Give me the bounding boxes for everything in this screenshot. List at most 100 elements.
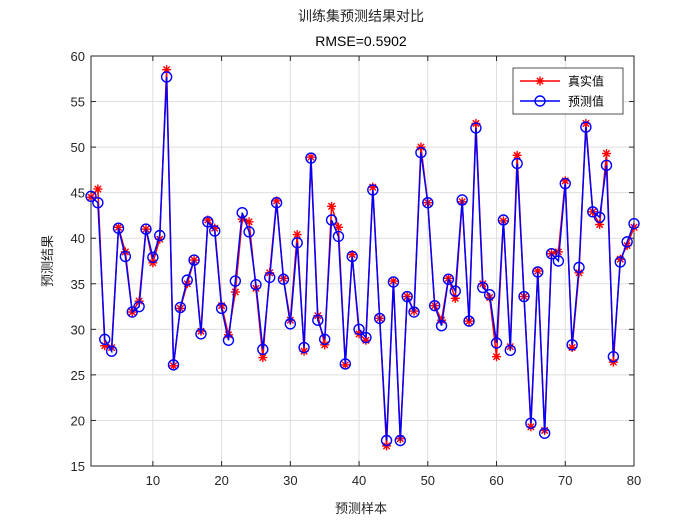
data-point: [387, 276, 400, 288]
data-point: [236, 207, 248, 219]
y-tick-label: 15: [71, 459, 85, 474]
x-tick-label: 50: [421, 473, 435, 488]
data-point: [428, 299, 441, 312]
data-point: [532, 266, 544, 278]
data-point: [346, 250, 358, 263]
legend-label: 真实值: [568, 74, 604, 89]
x-tick-label: 60: [489, 473, 503, 488]
data-point: [463, 315, 475, 327]
data-point: [511, 157, 523, 170]
data-point: [602, 148, 612, 158]
data-point: [160, 71, 173, 83]
legend-marker: [534, 95, 546, 107]
y-tick-label: 50: [71, 140, 85, 155]
data-point: [277, 273, 290, 285]
data-point: [292, 230, 302, 240]
axes-box: [90, 55, 635, 467]
data-point: [113, 222, 123, 232]
data-point: [243, 226, 255, 238]
legend-marker: [535, 76, 545, 86]
data-point: [614, 256, 626, 268]
data-point: [477, 281, 489, 294]
data-point: [566, 339, 578, 351]
data-point: [270, 196, 283, 209]
data-point: [449, 285, 461, 297]
data-point: [327, 201, 337, 211]
data-point: [93, 184, 103, 194]
y-tick-label: 55: [71, 95, 85, 110]
series-2: [85, 71, 640, 447]
data-point: [264, 271, 276, 284]
y-tick-label: 20: [71, 413, 85, 428]
data-point: [600, 159, 613, 172]
data-point: [92, 196, 104, 209]
data-point: [250, 278, 262, 291]
chart-subtitle: RMSE=0.5902: [315, 33, 407, 49]
data-point: [340, 360, 350, 370]
data-point: [291, 237, 303, 249]
data-point: [222, 334, 235, 346]
y-tick-label: 45: [71, 186, 85, 201]
y-tick-label: 30: [71, 322, 85, 337]
data-point: [298, 341, 310, 354]
data-point: [538, 427, 551, 439]
data-point: [305, 152, 317, 164]
y-tick-label: 60: [71, 49, 85, 64]
x-tick-label: 80: [627, 473, 641, 488]
data-point: [593, 211, 606, 223]
y-tick-label: 25: [71, 368, 85, 383]
data-point: [483, 289, 496, 301]
data-point: [174, 301, 187, 314]
data-point: [306, 152, 316, 162]
data-point: [133, 300, 145, 313]
data-point: [112, 222, 125, 234]
data-point: [504, 344, 516, 356]
data-point: [492, 352, 502, 362]
y-tick-label: 35: [71, 277, 85, 292]
data-point: [621, 236, 633, 248]
data-point: [401, 290, 413, 303]
data-point: [312, 314, 324, 326]
data-point: [518, 290, 530, 303]
x-tick-label: 70: [558, 473, 572, 488]
chart-title: 训练集预测结果对比: [298, 8, 424, 25]
x-tick-label: 40: [352, 473, 366, 488]
data-point: [209, 225, 221, 237]
y-axis-label: 预测结果: [41, 235, 56, 287]
x-axis-label: 预测样本: [335, 502, 387, 517]
legend-item: 预测值: [520, 94, 604, 109]
data-point: [607, 350, 620, 363]
data-point: [573, 261, 585, 274]
series-line: [90, 69, 635, 447]
data-point: [105, 345, 118, 357]
data-point: [167, 359, 180, 371]
data-point: [470, 122, 482, 134]
data-point: [154, 229, 166, 242]
data-point: [490, 337, 503, 349]
data-point: [380, 434, 393, 447]
series-layer: [85, 65, 640, 451]
data-point: [360, 331, 372, 344]
data-point: [318, 333, 331, 346]
data-point: [628, 217, 640, 230]
data-point: [442, 273, 455, 285]
data-point: [140, 223, 152, 235]
data-point: [284, 318, 297, 330]
data-point: [525, 417, 537, 429]
data-point: [559, 177, 571, 190]
data-point: [195, 328, 207, 340]
x-tick-label: 10: [146, 473, 160, 488]
data-point: [325, 214, 338, 226]
data-point: [202, 216, 214, 228]
data-point: [394, 434, 407, 447]
data-point: [229, 275, 242, 287]
data-point: [230, 287, 240, 297]
legend-item: 真实值: [520, 74, 604, 89]
data-point: [533, 266, 543, 276]
data-point: [99, 333, 111, 346]
grid-lines: [91, 55, 635, 467]
data-point: [339, 358, 352, 370]
data-point: [119, 250, 132, 263]
data-point: [188, 254, 200, 266]
